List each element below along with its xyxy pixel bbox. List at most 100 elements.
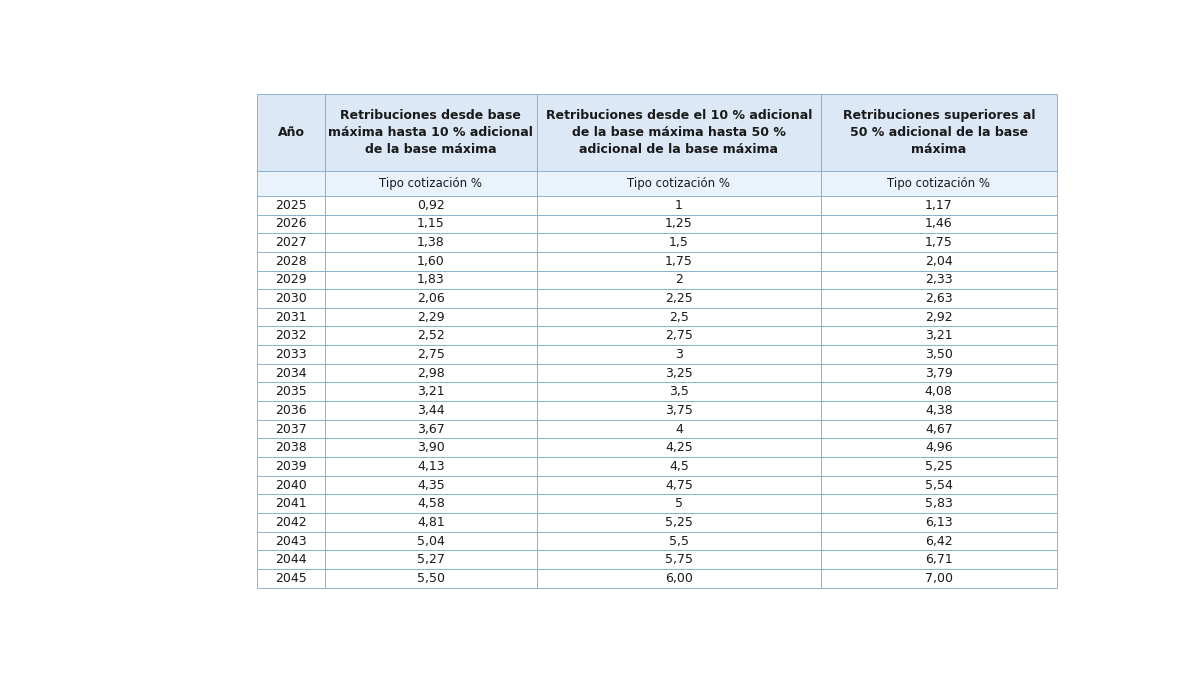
Bar bbox=[821, 476, 1057, 495]
Bar bbox=[325, 476, 536, 495]
Text: 4: 4 bbox=[674, 423, 683, 435]
Bar bbox=[257, 532, 325, 550]
Bar bbox=[821, 271, 1057, 289]
Bar bbox=[257, 550, 325, 569]
Bar bbox=[821, 550, 1057, 569]
Text: 1,15: 1,15 bbox=[418, 217, 445, 230]
Bar bbox=[257, 401, 325, 420]
Text: 2029: 2029 bbox=[275, 273, 307, 286]
Bar bbox=[821, 94, 1057, 171]
Bar bbox=[536, 569, 821, 588]
Text: Retribuciones superiores al
50 % adicional de la base
máxima: Retribuciones superiores al 50 % adicion… bbox=[842, 109, 1036, 156]
Text: 1: 1 bbox=[674, 198, 683, 212]
Bar bbox=[536, 420, 821, 439]
Bar bbox=[325, 383, 536, 401]
Text: 2030: 2030 bbox=[275, 292, 307, 305]
Text: 2033: 2033 bbox=[275, 348, 307, 361]
Bar bbox=[536, 364, 821, 383]
Bar bbox=[257, 364, 325, 383]
Text: Tipo cotización %: Tipo cotización % bbox=[887, 177, 990, 190]
Text: 5,04: 5,04 bbox=[416, 535, 445, 547]
Bar bbox=[536, 252, 821, 271]
Text: 4,67: 4,67 bbox=[925, 423, 953, 435]
Text: 6,71: 6,71 bbox=[925, 554, 953, 566]
Bar bbox=[325, 196, 536, 215]
Text: 2,25: 2,25 bbox=[665, 292, 692, 305]
Text: 6,00: 6,00 bbox=[665, 572, 692, 585]
Bar bbox=[325, 215, 536, 233]
Text: 2,75: 2,75 bbox=[416, 348, 445, 361]
Text: 3,90: 3,90 bbox=[418, 441, 445, 454]
Text: 1,83: 1,83 bbox=[418, 273, 445, 286]
Text: 2026: 2026 bbox=[275, 217, 307, 230]
Bar bbox=[257, 457, 325, 476]
Text: 2036: 2036 bbox=[275, 404, 307, 417]
Bar bbox=[325, 532, 536, 550]
Text: 7,00: 7,00 bbox=[925, 572, 953, 585]
Text: Retribuciones desde base
máxima hasta 10 % adicional
de la base máxima: Retribuciones desde base máxima hasta 10… bbox=[329, 109, 533, 156]
Text: 4,75: 4,75 bbox=[665, 479, 692, 491]
Bar bbox=[536, 457, 821, 476]
Text: 5,54: 5,54 bbox=[925, 479, 953, 491]
Bar bbox=[325, 439, 536, 457]
Text: 3,44: 3,44 bbox=[418, 404, 445, 417]
Bar bbox=[536, 327, 821, 345]
Text: 4,58: 4,58 bbox=[416, 497, 445, 510]
Bar bbox=[536, 495, 821, 513]
Text: 2,98: 2,98 bbox=[418, 367, 445, 379]
Text: 2032: 2032 bbox=[275, 329, 307, 342]
Text: 2035: 2035 bbox=[275, 385, 307, 398]
Text: 5,5: 5,5 bbox=[668, 535, 689, 547]
Text: 4,25: 4,25 bbox=[665, 441, 692, 454]
Bar bbox=[536, 550, 821, 569]
Bar bbox=[325, 94, 536, 171]
Text: Tipo cotización %: Tipo cotización % bbox=[628, 177, 731, 190]
Text: 2,52: 2,52 bbox=[418, 329, 445, 342]
Bar bbox=[325, 233, 536, 252]
Text: 2: 2 bbox=[674, 273, 683, 286]
Bar bbox=[257, 308, 325, 327]
Text: 1,75: 1,75 bbox=[925, 236, 953, 249]
Text: 3,75: 3,75 bbox=[665, 404, 692, 417]
Bar bbox=[821, 569, 1057, 588]
Text: 2,06: 2,06 bbox=[418, 292, 445, 305]
Bar bbox=[821, 252, 1057, 271]
Bar bbox=[325, 252, 536, 271]
Bar bbox=[536, 532, 821, 550]
Text: 5,50: 5,50 bbox=[416, 572, 445, 585]
Bar bbox=[257, 569, 325, 588]
Bar bbox=[257, 271, 325, 289]
Text: 4,13: 4,13 bbox=[418, 460, 445, 473]
Text: 2,5: 2,5 bbox=[668, 310, 689, 324]
Bar bbox=[257, 289, 325, 308]
Bar bbox=[536, 401, 821, 420]
Bar bbox=[325, 271, 536, 289]
Text: 3,5: 3,5 bbox=[668, 385, 689, 398]
Bar bbox=[821, 513, 1057, 532]
Text: 6,13: 6,13 bbox=[925, 516, 953, 529]
Bar bbox=[257, 171, 325, 196]
Bar bbox=[257, 476, 325, 495]
Bar bbox=[821, 495, 1057, 513]
Text: 2031: 2031 bbox=[275, 310, 307, 324]
Text: 3: 3 bbox=[674, 348, 683, 361]
Bar bbox=[325, 569, 536, 588]
Text: 4,35: 4,35 bbox=[418, 479, 445, 491]
Text: 2028: 2028 bbox=[275, 254, 307, 268]
Text: 4,38: 4,38 bbox=[925, 404, 953, 417]
Text: 5,25: 5,25 bbox=[665, 516, 692, 529]
Bar bbox=[325, 364, 536, 383]
Bar bbox=[536, 171, 821, 196]
Bar bbox=[821, 171, 1057, 196]
Bar bbox=[325, 308, 536, 327]
Text: 2038: 2038 bbox=[275, 441, 307, 454]
Bar bbox=[325, 401, 536, 420]
Text: 4,5: 4,5 bbox=[668, 460, 689, 473]
Bar bbox=[536, 233, 821, 252]
Text: Año: Año bbox=[277, 126, 305, 139]
Bar bbox=[325, 495, 536, 513]
Text: Tipo cotización %: Tipo cotización % bbox=[379, 177, 482, 190]
Bar bbox=[325, 550, 536, 569]
Text: 3,50: 3,50 bbox=[925, 348, 953, 361]
Text: 1,46: 1,46 bbox=[925, 217, 953, 230]
